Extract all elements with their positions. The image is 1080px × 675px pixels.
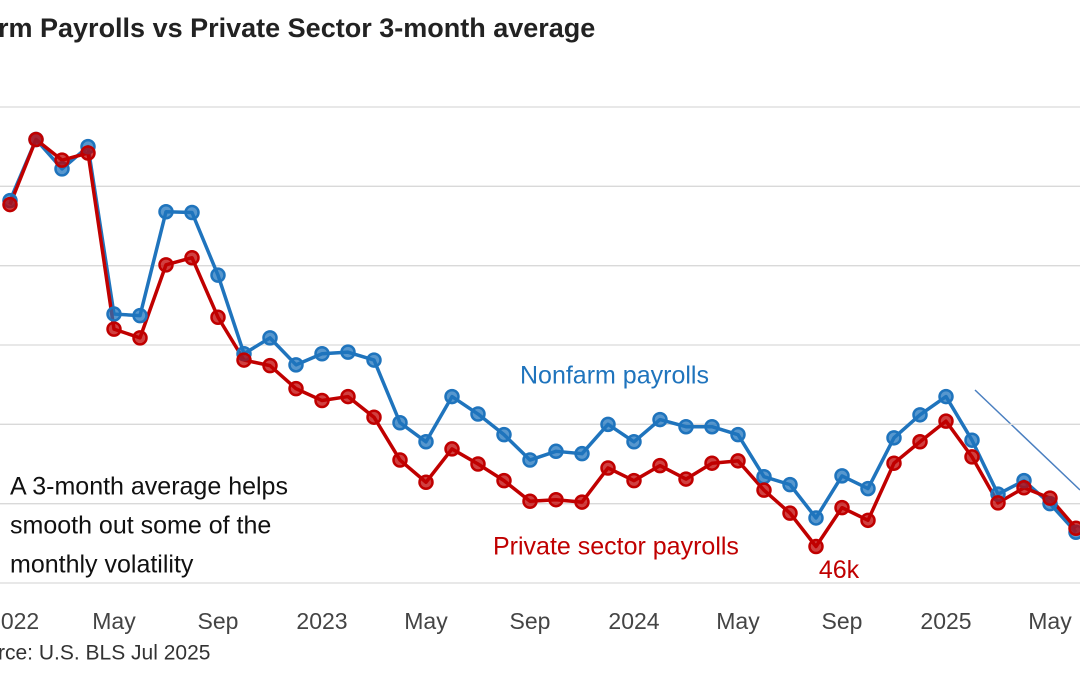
point [704, 455, 720, 471]
point [626, 472, 642, 489]
point [548, 491, 564, 508]
point [392, 452, 408, 468]
point [600, 416, 616, 433]
point [912, 407, 928, 423]
x-tick-label: May [92, 608, 136, 634]
annotation: smooth out some of the [10, 512, 271, 540]
point [938, 388, 954, 405]
x-tick-label: 022 [1, 608, 39, 634]
point [366, 352, 382, 368]
point [678, 418, 694, 435]
series-label: Private sector payrolls [493, 533, 739, 561]
point [522, 493, 538, 510]
annotation: monthly volatility [10, 551, 194, 579]
point [496, 472, 512, 489]
point [938, 413, 954, 429]
x-tick-label: 2023 [296, 608, 347, 634]
point [704, 418, 720, 435]
point [522, 452, 538, 468]
x-tick-label: May [404, 608, 448, 634]
point [470, 406, 486, 422]
point [314, 392, 330, 409]
point [548, 443, 564, 460]
point [756, 482, 772, 498]
point [288, 357, 304, 373]
point [600, 460, 616, 476]
x-tick-label: Sep [822, 608, 863, 634]
point [418, 434, 434, 450]
point [288, 380, 304, 397]
point [184, 204, 200, 221]
point [106, 321, 122, 337]
point [964, 449, 980, 465]
x-tick-label: May [716, 608, 760, 634]
point [340, 344, 356, 360]
x-tick-label: 2024 [608, 608, 659, 634]
point [626, 434, 642, 450]
point [184, 249, 200, 266]
point [860, 480, 876, 497]
point [80, 145, 96, 161]
point [28, 131, 44, 148]
point [1016, 480, 1032, 496]
point [782, 505, 798, 521]
point [106, 306, 122, 322]
point [132, 307, 148, 324]
point [886, 455, 902, 471]
point [444, 441, 460, 457]
point [730, 426, 746, 443]
point [132, 330, 148, 346]
point [210, 309, 226, 325]
point [262, 330, 278, 346]
point [860, 512, 876, 529]
point [470, 456, 486, 472]
x-tick-label: May [1028, 608, 1072, 634]
point [652, 411, 668, 428]
point [262, 357, 278, 374]
point [366, 409, 382, 425]
x-tick-label: 2025 [920, 608, 971, 634]
point [730, 453, 746, 469]
point [574, 494, 590, 510]
point [678, 471, 694, 487]
point [340, 388, 356, 405]
point [782, 476, 798, 493]
annotation: A 3-month average helps [10, 473, 288, 501]
point [808, 538, 824, 555]
trend-arrow [974, 389, 1080, 491]
point [54, 152, 70, 168]
point [834, 499, 850, 516]
point [158, 257, 174, 273]
point [886, 430, 902, 446]
point [496, 426, 512, 443]
point [2, 196, 18, 213]
point [990, 495, 1006, 511]
point [808, 510, 824, 526]
x-tick-label: Sep [510, 608, 551, 634]
point [444, 388, 460, 405]
point [236, 352, 252, 368]
point [418, 474, 434, 490]
point [1068, 520, 1080, 537]
point [574, 445, 590, 462]
x-tick-label: Sep [198, 608, 239, 634]
point [314, 345, 330, 362]
point [964, 432, 980, 448]
point [158, 203, 174, 220]
point [756, 468, 772, 485]
point [652, 457, 668, 474]
chart-title: rm Payrolls vs Private Sector 3-month av… [0, 13, 595, 43]
point [1042, 490, 1058, 506]
point [912, 434, 928, 450]
point [834, 468, 850, 484]
source: rce: U.S. BLS Jul 2025 [0, 642, 210, 665]
point [210, 267, 226, 283]
point [392, 414, 408, 431]
series-label: Nonfarm payrolls [520, 362, 709, 390]
data-label: 46k [819, 556, 860, 584]
